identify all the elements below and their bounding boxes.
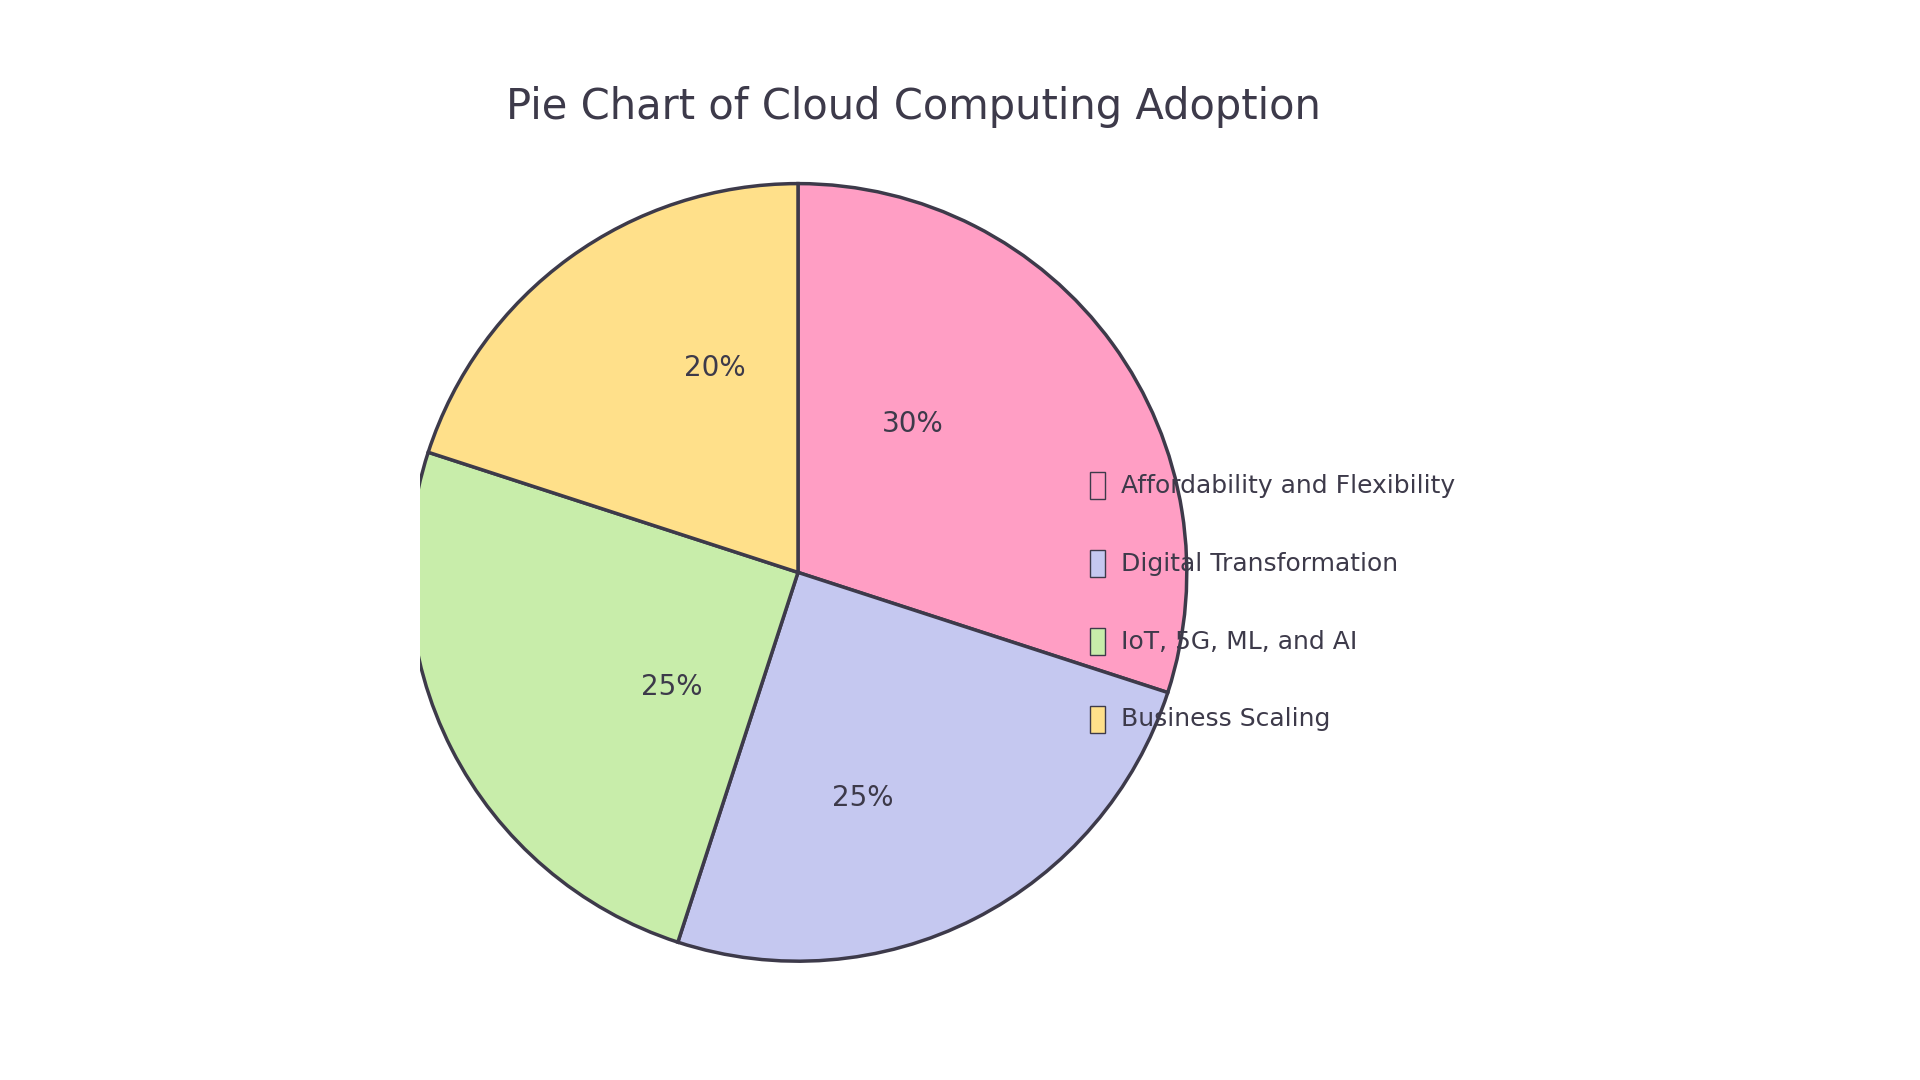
Text: IoT, 5G, ML, and AI: IoT, 5G, ML, and AI [1121,630,1357,653]
Wedge shape [678,572,1167,961]
Text: Pie Chart of Cloud Computing Adoption: Pie Chart of Cloud Computing Adoption [507,86,1321,129]
Text: 25%: 25% [831,784,893,811]
Text: 25%: 25% [641,673,703,701]
Wedge shape [428,184,799,572]
Text: 20%: 20% [684,354,745,382]
Text: 30%: 30% [881,409,945,437]
Wedge shape [799,184,1187,692]
Bar [1089,706,1104,732]
Text: Business Scaling: Business Scaling [1121,707,1331,731]
Bar [1089,627,1104,654]
Wedge shape [409,453,799,942]
Bar [1089,550,1104,577]
Text: Affordability and Flexibility: Affordability and Flexibility [1121,474,1455,498]
Bar [1089,472,1104,499]
Text: Digital Transformation: Digital Transformation [1121,552,1398,576]
